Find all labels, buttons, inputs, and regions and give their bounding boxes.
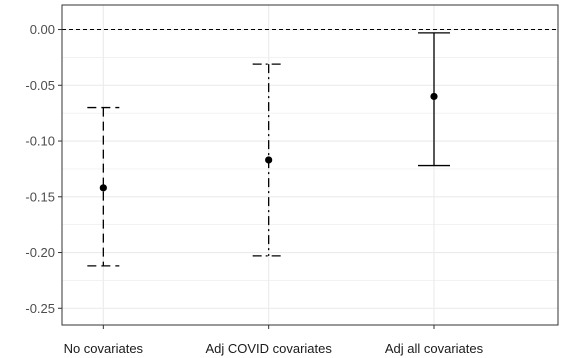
y-tick-label: -0.25: [25, 301, 55, 316]
plot-frame: [61, 4, 559, 326]
x-tick-label: Adj all covariates: [385, 341, 484, 356]
y-tick-label: 0.00: [30, 22, 55, 37]
y-tick-label: -0.05: [25, 78, 55, 93]
y-tick-label: -0.10: [25, 134, 55, 149]
x-axis: No covariates Adj COVID covariates Adj all…: [64, 325, 484, 356]
x-tick-label: Adj COVID covariates: [205, 341, 332, 356]
grid-layer: [62, 5, 558, 325]
y-tick-label: -0.20: [25, 245, 55, 260]
y-tick-label: -0.15: [25, 189, 55, 204]
points-layer: [99, 92, 438, 192]
x-tick-label: No covariates: [64, 341, 144, 356]
point-estimate-3: [430, 92, 438, 101]
point-estimate-1: [99, 184, 107, 192]
y-axis: 0.00 -0.05 -0.10 -0.15 -0.20 -0.25: [25, 22, 62, 316]
point-estimate-2: [265, 156, 273, 164]
